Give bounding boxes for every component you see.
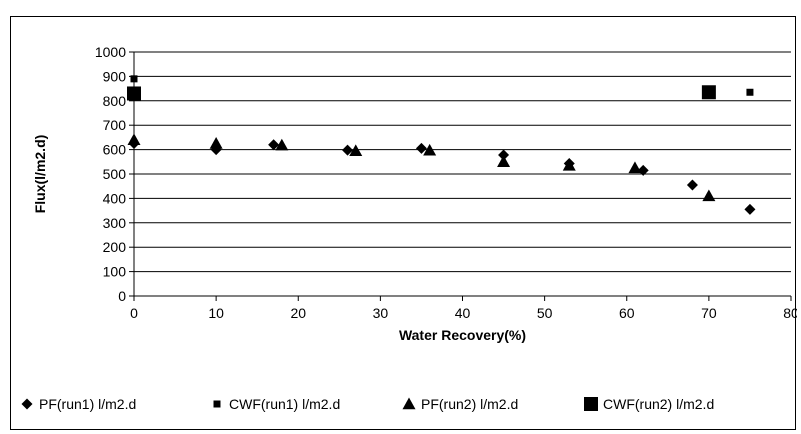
data-point-diamond: [498, 149, 510, 161]
y-tick-label: 0: [118, 288, 126, 304]
x-tick-label: 20: [290, 305, 306, 321]
tick-labels: 0 100 200 300 400 500 600 700 800 900 1000 0 10 20 30 4…: [95, 44, 797, 321]
data-point-big-square: [127, 86, 141, 101]
chart-svg: 0 100 200 300 400 500 600 700 800 900 1000 0 10 20 30 4…: [21, 44, 797, 412]
legend-marker-diamond: [21, 398, 33, 410]
y-tick-label: 100: [103, 264, 127, 280]
x-tick-label: 30: [373, 305, 389, 321]
data-point-triangle: [127, 133, 141, 146]
x-tick-label: 10: [208, 305, 224, 321]
y-tick-label: 1000: [95, 44, 126, 60]
legend-marker-triangle: [402, 397, 416, 410]
data-point-triangle: [349, 144, 363, 157]
data-point-small-square: [130, 75, 138, 83]
x-tick-label: 0: [130, 305, 138, 321]
data-points: [127, 75, 756, 215]
data-point-diamond: [268, 139, 280, 151]
x-tick-label: 70: [701, 305, 717, 321]
y-tick-label: 900: [103, 68, 127, 84]
legend-label: CWF(run2) l/m2.d: [603, 396, 714, 412]
y-tick-label: 500: [103, 166, 127, 182]
legend-label: PF(run1) l/m2.d: [39, 396, 136, 412]
x-tick-label: 80: [783, 305, 797, 321]
legend-label: CWF(run1) l/m2.d: [229, 396, 340, 412]
y-tick-label: 300: [103, 215, 127, 231]
data-point-triangle: [562, 158, 576, 171]
legend-marker-big-square: [584, 397, 598, 411]
y-tick-label: 200: [103, 239, 127, 255]
legend: PF(run1) l/m2.d CWF(run1) l/m2.d PF(run2) …: [21, 396, 714, 412]
data-point-triangle: [209, 137, 223, 149]
x-tick-label: 50: [537, 305, 553, 321]
y-axis-title: Flux(l/m2.d): [32, 135, 48, 214]
data-point-diamond: [744, 203, 756, 215]
data-point-big-square: [701, 85, 716, 100]
y-tick-label: 700: [103, 117, 127, 133]
chart-area: 0 100 200 300 400 500 600 700 800 900 1000 0 10 20 30 4…: [10, 16, 797, 430]
y-tick-label: 600: [103, 142, 127, 158]
legend-marker-small-square: [213, 400, 221, 408]
data-point-diamond: [686, 179, 698, 191]
x-tick-label: 40: [455, 305, 471, 321]
data-point-triangle: [497, 155, 511, 167]
y-tick-label: 800: [103, 93, 127, 109]
data-point-triangle: [702, 189, 716, 202]
axes: [129, 51, 792, 301]
data-point-triangle: [423, 143, 437, 156]
data-point-diamond: [342, 144, 354, 156]
data-point-triangle: [275, 138, 289, 151]
grid-lines: [134, 51, 791, 273]
legend-label: PF(run2) l/m2.d: [421, 396, 518, 412]
data-point-small-square: [746, 88, 754, 96]
data-point-triangle: [628, 161, 642, 174]
x-axis-title: Water Recovery(%): [399, 327, 526, 343]
data-point-diamond: [415, 142, 427, 154]
x-tick-label: 60: [619, 305, 635, 321]
y-tick-label: 400: [103, 190, 127, 206]
